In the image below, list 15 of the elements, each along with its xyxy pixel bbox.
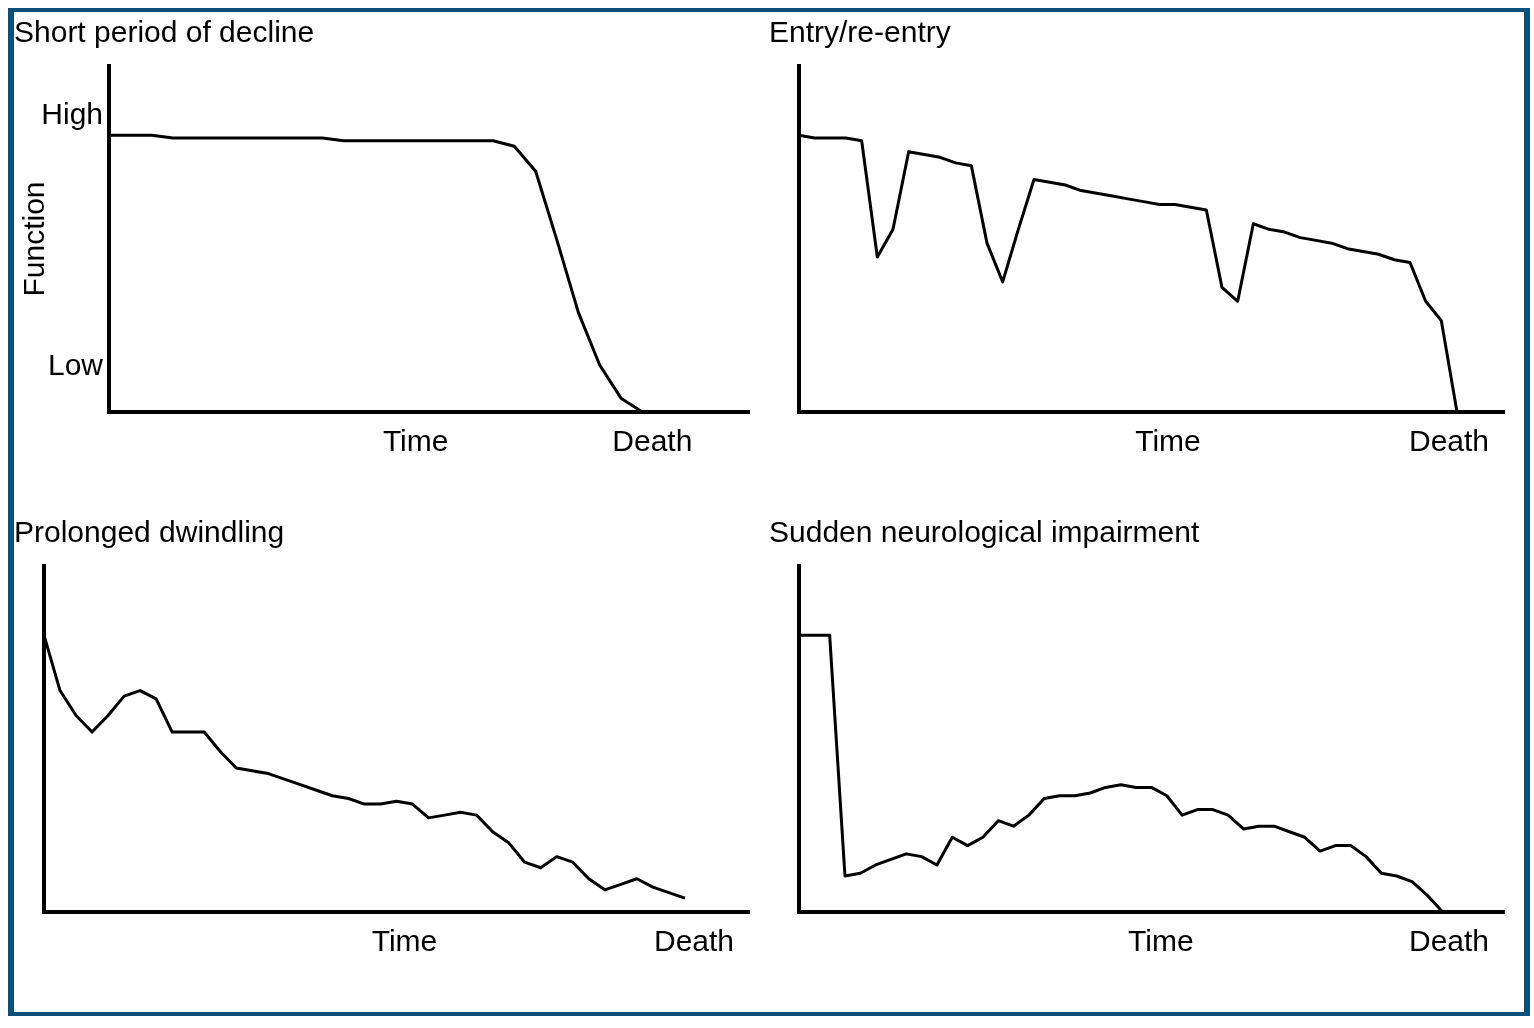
text: Death [612, 424, 693, 458]
chart-title: Sudden neurological impairment [769, 515, 1200, 549]
text: Death [1408, 924, 1490, 958]
text: Low [47, 348, 104, 382]
text: Death [1408, 424, 1490, 458]
chart-title: Short period of decline [14, 15, 315, 49]
y-axis-title: Function [17, 181, 51, 297]
text: Death [653, 924, 735, 958]
x-axis-title: Time [1128, 924, 1194, 958]
text: High [41, 97, 103, 131]
x-axis-title: Time [1135, 424, 1201, 458]
chart-title: Prolonged dwindling [14, 515, 285, 549]
x-axis-title: Time [382, 424, 449, 458]
chart-title: Entry/re-entry [769, 15, 951, 49]
x-axis-title: Time [371, 924, 438, 958]
